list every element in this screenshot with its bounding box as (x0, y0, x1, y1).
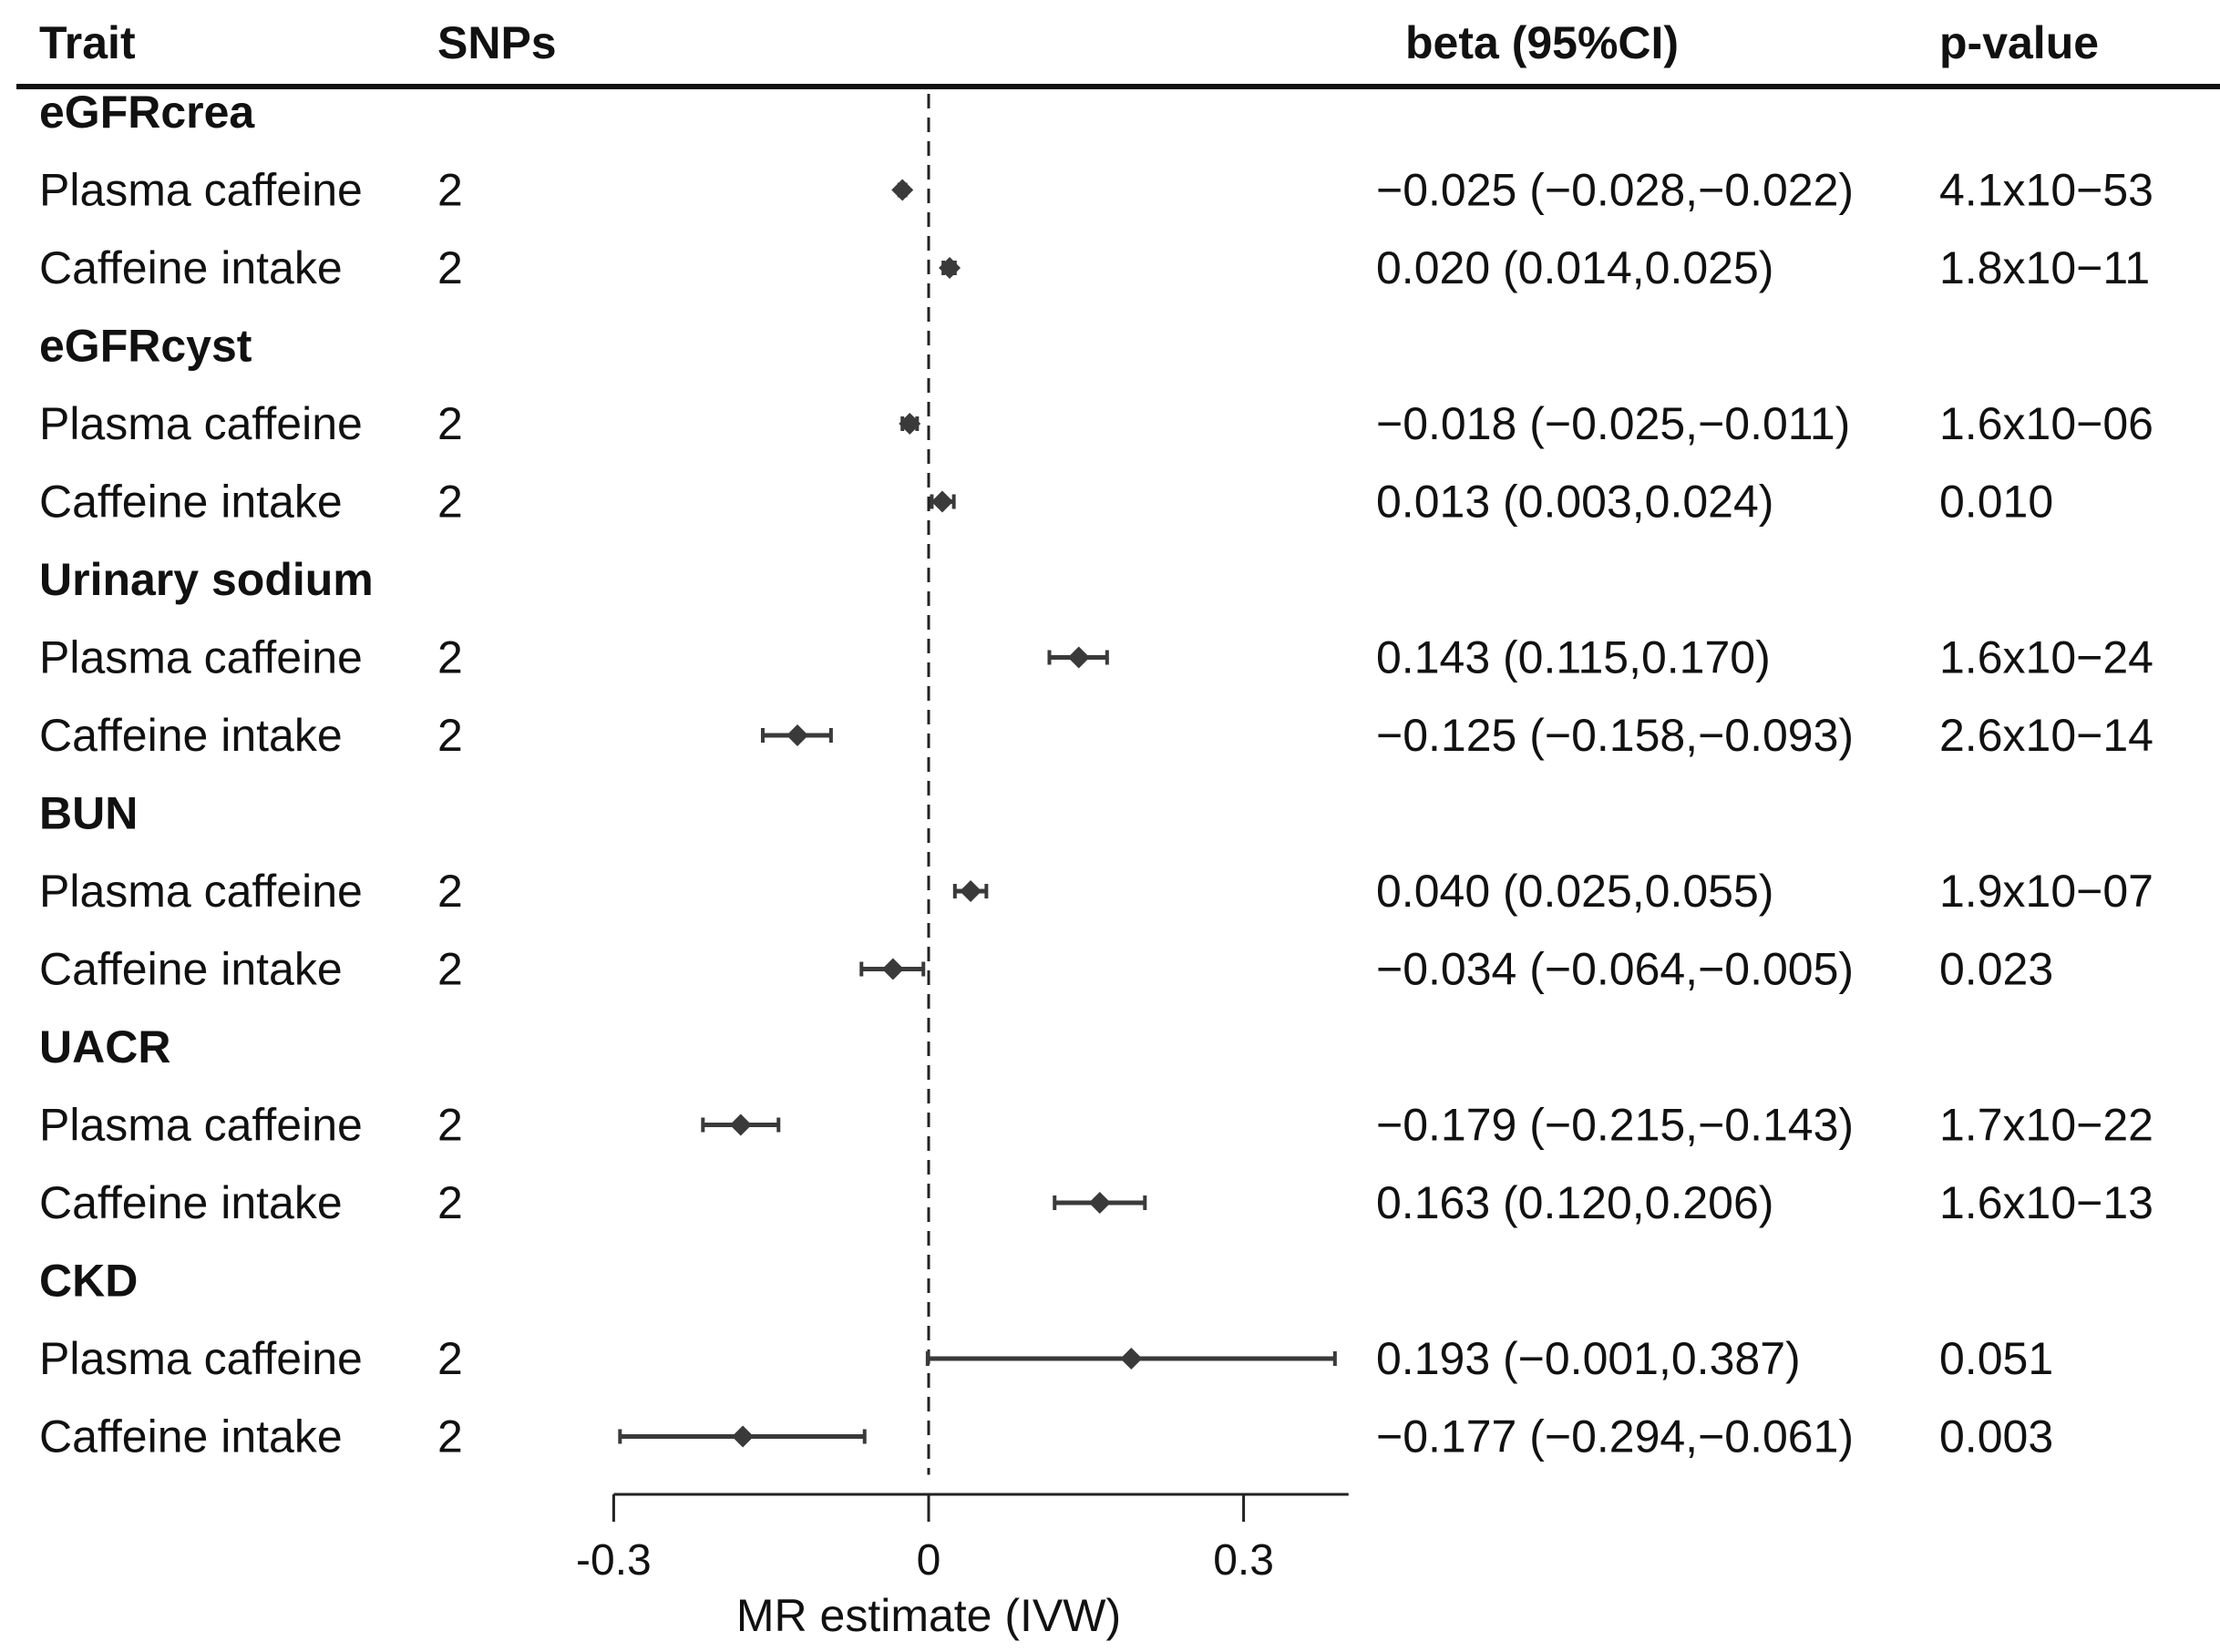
table-rows: eGFRcrea Plasma caffeine 2 −0.025 (−0.028,−… (39, 87, 2153, 1462)
p-value-text: 1.6x10−06 (1939, 398, 2153, 449)
exposure-label: Caffeine intake (39, 1177, 343, 1228)
beta-ci-text: −0.179 (−0.215,−0.143) (1376, 1100, 1854, 1151)
exposure-label: Plasma caffeine (39, 165, 363, 216)
p-value-text: 2.6x10−14 (1939, 710, 2153, 761)
beta-ci-text: −0.025 (−0.028,−0.022) (1376, 165, 1854, 216)
estimate-point (786, 724, 808, 746)
x-axis: -0.3 0 0.3 (576, 1493, 1349, 1585)
header-trait: Trait (39, 17, 136, 68)
snps-count: 2 (437, 242, 463, 293)
plot-area (618, 94, 1337, 1475)
snps-count: 2 (437, 1177, 463, 1228)
exposure-label: Caffeine intake (39, 944, 343, 995)
header-snps: SNPs (437, 17, 557, 68)
p-value-text: 1.6x10−13 (1939, 1177, 2153, 1228)
estimate-point (729, 1113, 752, 1136)
exposure-label: Caffeine intake (39, 242, 343, 293)
beta-ci-text: 0.020 (0.014,0.025) (1376, 242, 1773, 293)
header-pvalue: p-value (1939, 17, 2099, 68)
estimate-point (881, 958, 904, 980)
header-beta: beta (95%CI) (1405, 17, 1679, 68)
p-value-text: 1.9x10−07 (1939, 866, 2153, 917)
exposure-label: Plasma caffeine (39, 1100, 363, 1151)
p-value-text: 1.7x10−22 (1939, 1100, 2153, 1151)
estimate-point (930, 490, 953, 513)
beta-ci-text: −0.034 (−0.064,−0.005) (1376, 944, 1854, 995)
group-label: CKD (39, 1256, 138, 1307)
beta-ci-text: 0.193 (−0.001,0.387) (1376, 1333, 1801, 1384)
group-label: UACR (39, 1021, 170, 1072)
snps-count: 2 (437, 944, 463, 995)
exposure-label: Caffeine intake (39, 477, 343, 528)
exposure-label: Plasma caffeine (39, 398, 363, 449)
beta-ci-text: 0.163 (0.120,0.206) (1376, 1177, 1773, 1228)
x-tick-label: -0.3 (576, 1536, 652, 1585)
snps-count: 2 (437, 1333, 463, 1384)
snps-count: 2 (437, 165, 463, 216)
x-tick-label: 0 (917, 1536, 941, 1585)
group-label: BUN (39, 788, 138, 839)
snps-count: 2 (437, 1100, 463, 1151)
p-value-text: 0.051 (1939, 1333, 2053, 1384)
p-value-text: 1.6x10−24 (1939, 632, 2153, 683)
snps-count: 2 (437, 1411, 463, 1462)
exposure-label: Plasma caffeine (39, 632, 363, 683)
snps-count: 2 (437, 866, 463, 917)
estimate-point (1088, 1192, 1111, 1214)
group-label: Urinary sodium (39, 554, 374, 605)
estimate-point (732, 1425, 755, 1448)
x-tick-label: 0.3 (1213, 1536, 1274, 1585)
snps-count: 2 (437, 398, 463, 449)
p-value-text: 0.010 (1939, 477, 2053, 528)
p-value-text: 1.8x10−11 (1939, 242, 2150, 293)
beta-ci-text: −0.125 (−0.158,−0.093) (1376, 710, 1854, 761)
beta-ci-text: −0.177 (−0.294,−0.061) (1376, 1411, 1854, 1462)
p-value-text: 0.003 (1939, 1411, 2053, 1462)
p-value-text: 4.1x10−53 (1939, 165, 2153, 216)
exposure-label: Caffeine intake (39, 710, 343, 761)
estimate-point (1120, 1348, 1143, 1370)
beta-ci-text: 0.143 (0.115,0.170) (1376, 632, 1771, 683)
snps-count: 2 (437, 632, 463, 683)
estimate-point (939, 257, 961, 279)
x-axis-label: MR estimate (IVW) (736, 1590, 1121, 1641)
beta-ci-text: 0.013 (0.003,0.024) (1376, 477, 1773, 528)
estimate-point (960, 880, 982, 902)
exposure-label: Plasma caffeine (39, 1333, 363, 1384)
exposure-label: Caffeine intake (39, 1411, 343, 1462)
estimate-point (891, 179, 914, 201)
p-value-text: 0.023 (1939, 944, 2053, 995)
beta-ci-text: 0.040 (0.025,0.055) (1376, 866, 1773, 917)
group-label: eGFRcrea (39, 87, 255, 138)
snps-count: 2 (437, 710, 463, 761)
group-label: eGFRcyst (39, 321, 252, 372)
snps-count: 2 (437, 477, 463, 528)
beta-ci-text: −0.018 (−0.025,−0.011) (1376, 398, 1850, 449)
estimate-point (899, 413, 921, 435)
exposure-label: Plasma caffeine (39, 866, 363, 917)
estimate-point (1067, 646, 1090, 669)
